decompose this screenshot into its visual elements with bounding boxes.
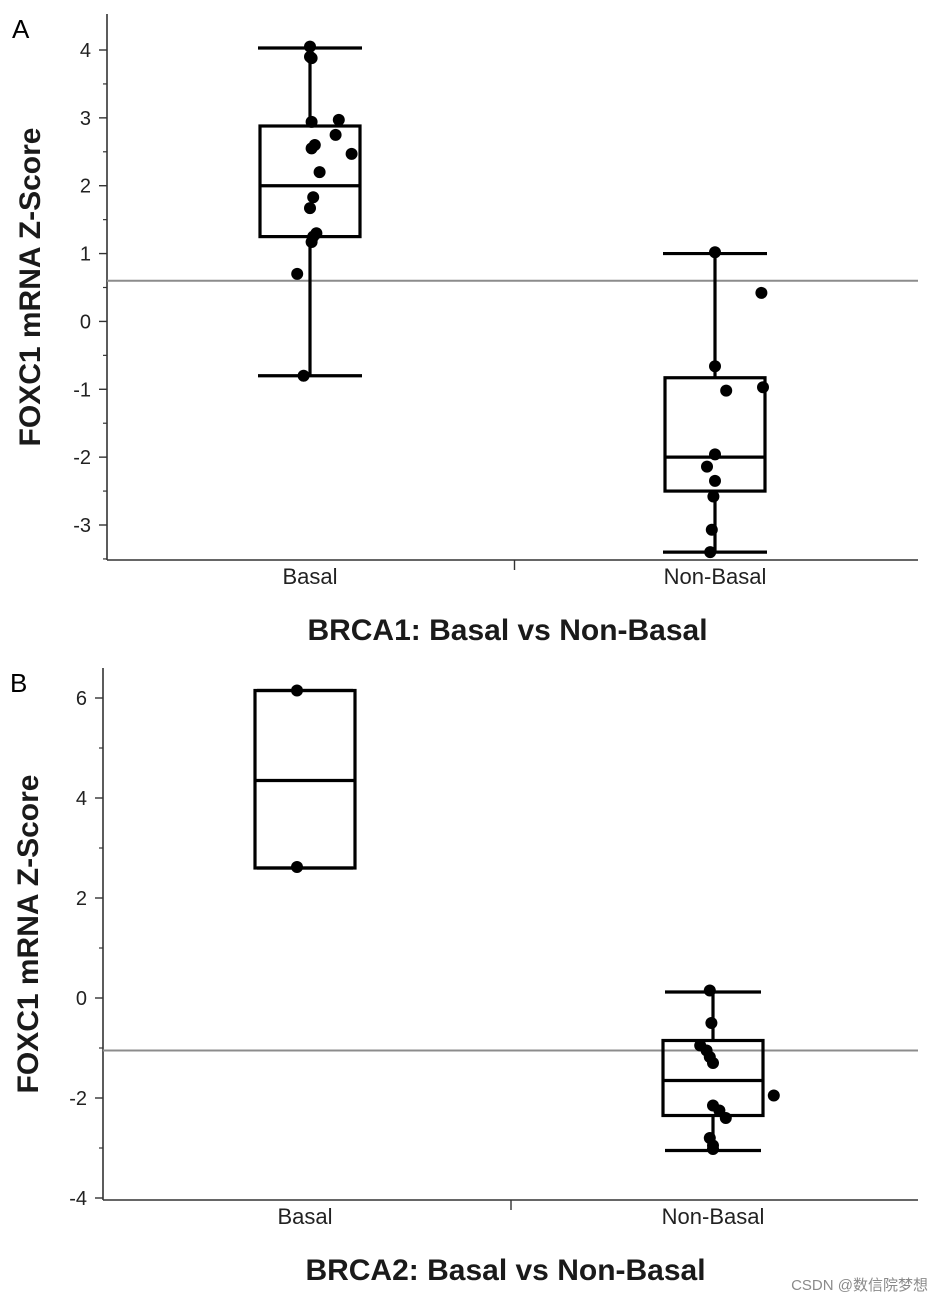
watermark: CSDN @数信院梦想: [791, 1276, 928, 1294]
data-point: [305, 142, 318, 155]
data-point: [755, 286, 768, 299]
data-point: [707, 1057, 719, 1069]
y-tick-label: -2: [73, 447, 91, 469]
data-point: [703, 984, 716, 997]
data-point: [705, 1017, 718, 1029]
data-point: [297, 369, 310, 382]
data-point: [304, 40, 316, 53]
box-non-basal: [663, 246, 769, 559]
y-tick-label: 0: [80, 311, 91, 333]
data-point: [719, 1112, 732, 1124]
y-tick-label: -4: [69, 1188, 87, 1210]
data-point: [707, 1143, 719, 1155]
data-point: [705, 523, 718, 536]
data-point: [720, 384, 733, 397]
panel-label: A: [12, 14, 30, 44]
data-point: [305, 115, 318, 128]
y-axis-title: FOXC1 mRNA Z-Score: [14, 128, 47, 447]
iqr-box: [663, 376, 767, 493]
data-point: [709, 474, 721, 487]
y-tick-label: 6: [76, 688, 87, 710]
data-point: [291, 684, 303, 697]
data-point: [291, 267, 304, 280]
data-point: [305, 236, 318, 249]
panel-label: B: [10, 668, 27, 698]
data-point: [709, 360, 721, 373]
panel-a: A 4 3 2 1 0 -1 -2 -3 Basal Non-Basal FOXC1 mRNA Z-S…: [12, 14, 918, 647]
data-point: [305, 52, 318, 65]
y-tick-label: 0: [76, 988, 87, 1010]
panel-b: B 6 4 2 0 -2 -4 Basal Non-Basal FOXC1 mRNA Z-Scor…: [10, 668, 918, 1287]
data-point: [757, 381, 769, 394]
x-axis-title: BRCA2: Basal vs Non-Basal: [305, 1254, 705, 1287]
data-point: [329, 128, 342, 141]
x-category-label: Basal: [282, 564, 337, 589]
data-point: [291, 861, 303, 873]
data-point: [767, 1089, 780, 1102]
box-non-basal: [661, 984, 780, 1155]
data-point: [701, 460, 713, 473]
y-tick-label: 4: [76, 788, 87, 810]
data-point: [304, 202, 316, 215]
x-category-label: Non-Basal: [662, 1204, 765, 1229]
data-point: [709, 448, 721, 461]
iqr-box: [661, 1038, 765, 1118]
y-tick-label: 3: [80, 108, 91, 130]
y-axis-title: FOXC1 mRNA Z-Score: [12, 775, 45, 1094]
x-category-label: Basal: [277, 1204, 332, 1229]
x-category-label: Non-Basal: [664, 564, 767, 589]
data-point: [707, 490, 720, 503]
y-tick-label: 2: [76, 888, 87, 910]
box-basal: [258, 40, 362, 382]
y-tick-label: -2: [69, 1088, 87, 1110]
y-tick-label: -1: [73, 379, 91, 401]
data-point: [345, 147, 358, 160]
box-basal: [253, 684, 357, 873]
data-point: [307, 191, 320, 204]
y-tick-label: 1: [80, 244, 91, 266]
data-point: [704, 546, 717, 559]
x-axis-title: BRCA1: Basal vs Non-Basal: [307, 614, 707, 647]
data-point: [313, 166, 326, 179]
y-tick-label: 2: [80, 176, 91, 198]
y-tick-label: -3: [73, 515, 91, 537]
data-point: [332, 113, 345, 126]
y-tick-label: 4: [80, 40, 91, 62]
data-point: [709, 246, 721, 259]
